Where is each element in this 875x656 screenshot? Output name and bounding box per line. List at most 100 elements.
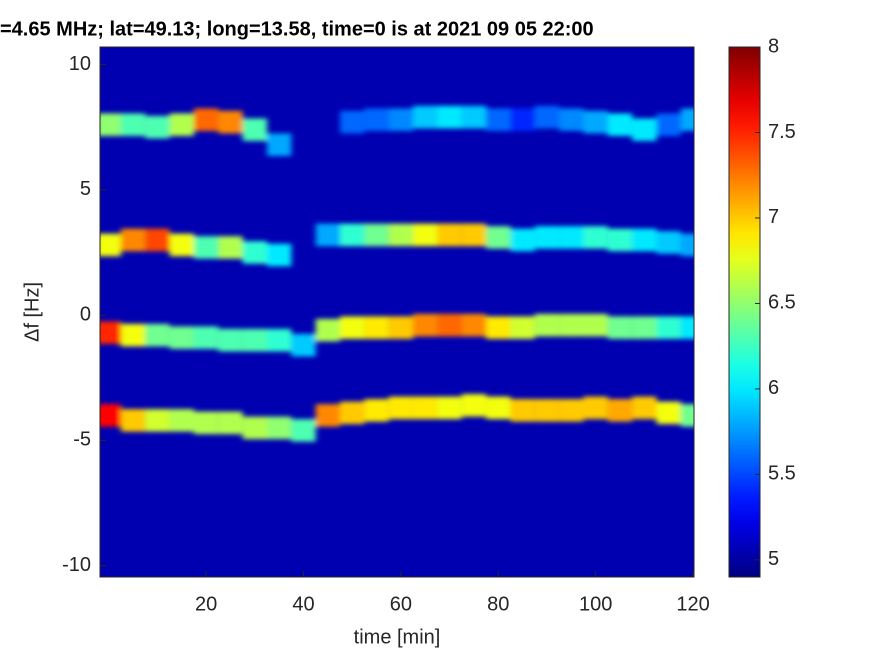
trace-cell — [680, 108, 694, 131]
trace-cell — [388, 108, 414, 131]
chart-title: =4.65 MHz; lat=49.13; long=13.58, time=0… — [0, 18, 594, 40]
plot-area — [100, 47, 694, 577]
trace-cell — [340, 401, 365, 425]
trace-cell — [340, 110, 365, 134]
trace-cell — [680, 316, 694, 339]
trace-cell — [632, 118, 657, 141]
trace-cell — [559, 108, 584, 131]
trace-cell — [193, 411, 219, 435]
trace-cell — [145, 115, 170, 139]
trace-cell — [315, 223, 341, 247]
trace-cell — [559, 313, 584, 337]
trace-cell — [510, 399, 535, 422]
y-tick-label: -5 — [73, 429, 91, 451]
trace-cell — [169, 233, 194, 257]
trace-cell — [242, 118, 268, 141]
trace-cell — [340, 223, 365, 247]
trace-cell — [437, 223, 462, 247]
trace-cell — [388, 396, 414, 420]
trace-cell — [193, 326, 219, 349]
x-tick-label: 20 — [195, 593, 217, 615]
x-tick-label: 80 — [487, 593, 509, 615]
x-tick-label: 60 — [390, 593, 412, 615]
trace-cell — [364, 223, 389, 247]
trace-cell — [169, 113, 194, 136]
trace-cell — [461, 223, 487, 247]
trace-cell — [120, 228, 146, 252]
trace-cell — [242, 241, 268, 264]
trace-cell — [680, 404, 694, 427]
trace-cell — [218, 328, 243, 352]
trace-cell — [437, 313, 462, 337]
trace-cell — [218, 411, 243, 435]
colorbar-tick-label: 7.5 — [768, 121, 796, 143]
y-tick-label: 0 — [80, 303, 91, 325]
trace-cell — [169, 409, 194, 432]
trace-cell — [437, 396, 462, 420]
trace-cell — [632, 396, 657, 420]
trace-cell — [364, 399, 389, 422]
trace-cell — [437, 105, 462, 129]
trace-cell — [607, 316, 633, 339]
colorbar-tick-label: 6.5 — [768, 292, 796, 314]
trace-cell — [607, 399, 633, 422]
trace-cell — [583, 110, 608, 134]
trace-cell — [534, 226, 560, 249]
trace-cell — [656, 316, 681, 339]
trace-cell — [486, 108, 511, 131]
trace-cell — [100, 113, 121, 136]
trace-cell — [656, 113, 681, 136]
x-tick-label: 120 — [676, 593, 709, 615]
trace-cell — [100, 404, 121, 427]
trace-cell — [218, 110, 243, 134]
colorbar-tick-label: 8 — [768, 35, 779, 57]
background-level — [100, 47, 694, 577]
trace-cell — [145, 323, 170, 347]
trace-cell — [607, 228, 633, 252]
y-axis-label: Δf [Hz] — [21, 282, 43, 342]
trace-cell — [267, 243, 292, 267]
trace-cell — [510, 228, 535, 252]
trace-cell — [364, 108, 389, 131]
trace-cell — [193, 236, 219, 259]
trace-cell — [267, 133, 292, 157]
trace-cell — [242, 416, 268, 440]
trace-cell — [461, 394, 487, 417]
trace-cell — [364, 316, 389, 339]
y-tick-label: -10 — [62, 554, 91, 576]
trace-cell — [315, 318, 341, 342]
trace-cell — [413, 313, 438, 337]
trace-cell — [267, 328, 292, 352]
trace-cell — [559, 399, 584, 422]
trace-cell — [510, 108, 535, 131]
trace-cell — [315, 404, 341, 427]
trace-cell — [607, 113, 633, 136]
trace-cell — [267, 416, 292, 440]
trace-cell — [413, 223, 438, 247]
trace-cell — [120, 323, 146, 347]
trace-cell — [100, 233, 121, 257]
colorbar-scale — [728, 46, 761, 578]
colorbar-tick-label: 5.5 — [768, 463, 796, 485]
trace-cell — [413, 396, 438, 420]
x-tick-label: 100 — [579, 593, 612, 615]
traces — [100, 105, 694, 442]
trace-cell — [534, 399, 560, 422]
trace-cell — [583, 396, 608, 420]
trace-cell — [510, 316, 535, 339]
axes: 20 40 60 80 100 120 -10 -5 0 5 10 — [62, 46, 710, 615]
trace-cell — [242, 328, 268, 352]
trace-cell — [145, 228, 170, 252]
trace-cell — [120, 409, 146, 432]
trace-cell — [656, 231, 681, 254]
colorbar-tick-label: 5 — [768, 548, 779, 570]
trace-cell — [583, 226, 608, 249]
trace-cell — [656, 401, 681, 425]
trace-cell — [583, 313, 608, 337]
trace-cell — [534, 105, 560, 129]
trace-cell — [388, 223, 414, 247]
trace-cell — [534, 313, 560, 337]
trace-cell — [461, 105, 487, 129]
trace-cell — [145, 409, 170, 432]
